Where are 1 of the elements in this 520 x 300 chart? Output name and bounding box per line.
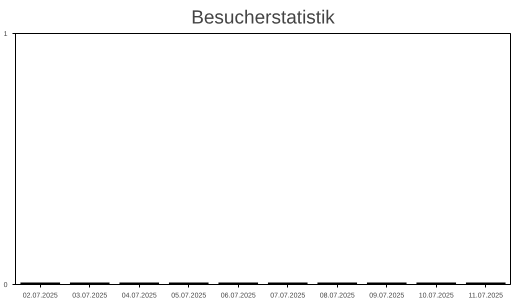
- chart-title: Besucherstatistik: [191, 8, 336, 28]
